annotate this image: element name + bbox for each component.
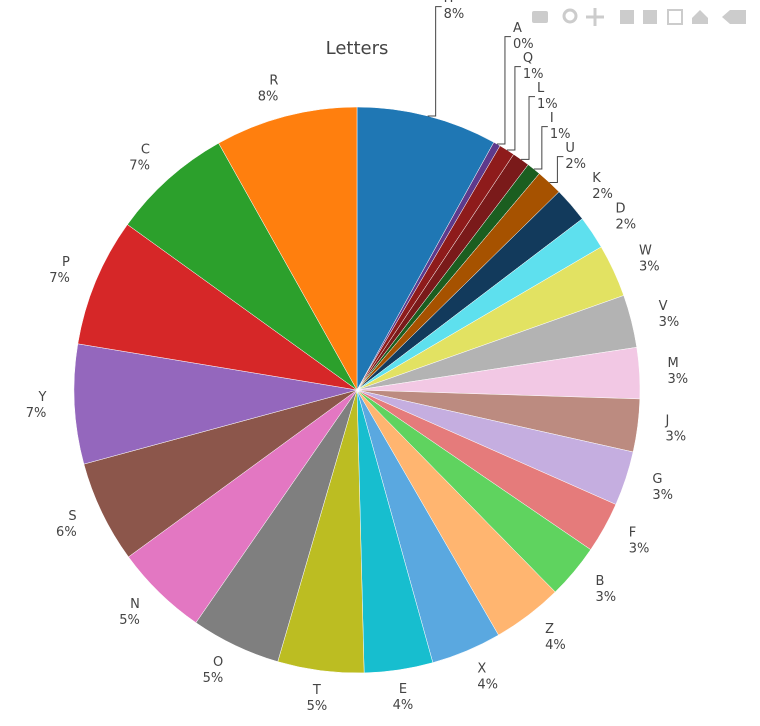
slice xyxy=(218,106,358,391)
slice-percent: 8% xyxy=(258,90,279,105)
leader-line xyxy=(496,36,511,145)
slice-percent: 3% xyxy=(595,590,616,605)
slice-percent: 2% xyxy=(565,157,586,172)
slice-label: B xyxy=(595,574,604,589)
camera-icon[interactable] xyxy=(532,11,548,23)
leader-line xyxy=(533,126,548,170)
slice-label: R xyxy=(269,74,278,89)
slice-label: Q xyxy=(523,51,533,66)
slice-label: T xyxy=(312,683,321,698)
slice-label: X xyxy=(477,661,486,676)
slice-label: F xyxy=(629,526,636,541)
slice-percent: 7% xyxy=(26,406,47,421)
slice-label: D xyxy=(615,202,625,217)
slice-percent: 4% xyxy=(477,677,498,692)
slice-label: O xyxy=(213,655,223,670)
slice-label: H xyxy=(444,0,454,6)
slice-percent: 3% xyxy=(666,430,687,445)
slice-label: K xyxy=(592,171,601,186)
slice-label: M xyxy=(667,356,678,371)
logo-icon[interactable] xyxy=(722,10,746,24)
slice-percent: 7% xyxy=(49,271,70,286)
chart-title: Letters xyxy=(326,38,389,59)
slice-percent: 6% xyxy=(56,525,77,540)
slice-label: W xyxy=(639,243,652,258)
slice-percent: 3% xyxy=(639,259,660,274)
zoom-in-icon[interactable] xyxy=(620,10,634,24)
slice-label: Y xyxy=(37,390,46,405)
slice-label: G xyxy=(652,472,662,487)
slice-label: P xyxy=(62,255,70,270)
slice-percent: 5% xyxy=(119,613,140,628)
slice xyxy=(127,142,358,391)
leader-line xyxy=(427,6,442,117)
slice-percent: 1% xyxy=(537,97,558,112)
slice-label: L xyxy=(537,81,545,96)
slice-label: C xyxy=(141,142,150,157)
slice-percent: 7% xyxy=(129,158,150,173)
home-icon[interactable] xyxy=(692,10,708,24)
slice-percent: 2% xyxy=(592,187,613,202)
slice-label: U xyxy=(565,141,575,156)
zoom-out-icon[interactable] xyxy=(643,10,657,24)
slice-percent: 5% xyxy=(307,699,328,714)
leader-line xyxy=(506,66,521,151)
slice-percent: 3% xyxy=(667,372,688,387)
slice-label: V xyxy=(659,299,668,314)
slice-percent: 3% xyxy=(629,542,650,557)
slice-label: J xyxy=(665,414,670,429)
slice-percent: 4% xyxy=(545,638,566,653)
zoom-icon[interactable] xyxy=(562,8,578,24)
slice-percent: 0% xyxy=(513,37,534,52)
slice-label: Z xyxy=(545,622,554,637)
slice-percent: 8% xyxy=(444,7,465,22)
slice-percent: 1% xyxy=(523,67,544,82)
slice xyxy=(356,106,495,391)
slice-percent: 3% xyxy=(652,488,673,503)
leader-line xyxy=(521,96,536,160)
slice-percent: 1% xyxy=(550,127,571,142)
pan-icon[interactable] xyxy=(586,8,604,26)
slice-label: N xyxy=(130,597,140,612)
slice xyxy=(73,343,358,465)
slice-percent: 2% xyxy=(615,218,636,233)
slice-percent: 4% xyxy=(393,698,414,713)
slice-label: I xyxy=(550,111,554,126)
leader-line xyxy=(549,156,564,183)
slice-label: A xyxy=(513,21,522,36)
modebar xyxy=(532,8,746,26)
slice-label: E xyxy=(399,682,407,697)
slice-label: S xyxy=(68,509,76,524)
slice-percent: 3% xyxy=(659,315,680,330)
slice-percent: 5% xyxy=(203,671,224,686)
autoscale-icon[interactable] xyxy=(667,9,683,25)
slice xyxy=(77,224,358,391)
